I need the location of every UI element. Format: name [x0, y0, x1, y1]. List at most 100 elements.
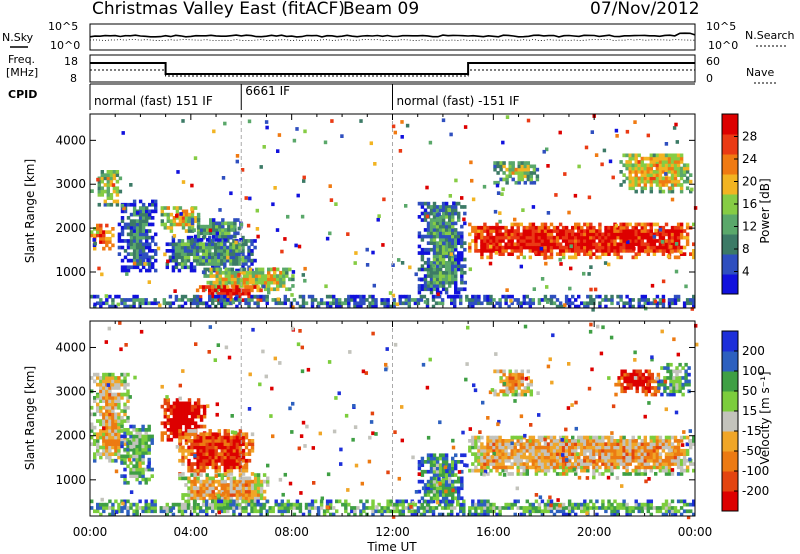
- power-cell: [241, 291, 245, 296]
- velocity-cell: [160, 437, 165, 442]
- velocity-cell: [595, 512, 599, 517]
- power-cell: [359, 304, 363, 309]
- velocity-cell: [601, 499, 605, 504]
- power-cell: [432, 247, 437, 252]
- velocity-cell: [163, 421, 168, 426]
- power-cell: [679, 156, 684, 161]
- velocity-cell: [528, 448, 533, 453]
- power-cell: [184, 216, 189, 220]
- power-cell: [498, 252, 502, 256]
- velocity-cell: [175, 411, 180, 416]
- power-cell: [206, 228, 210, 232]
- power-cell: [432, 261, 437, 265]
- velocity-cell: [226, 506, 230, 510]
- velocity-cell: [564, 455, 569, 460]
- power-cell: [558, 232, 563, 237]
- velocity-cell: [483, 445, 487, 450]
- power-cell: [604, 245, 608, 250]
- power-cell: [652, 242, 657, 247]
- velocity-cell: [432, 453, 437, 458]
- power-cell: [163, 206, 168, 210]
- power-cell: [655, 301, 660, 306]
- velocity-cell: [247, 502, 251, 507]
- velocity-cell: [256, 502, 260, 507]
- velocity-cell: [192, 506, 197, 510]
- velocity-cell: [111, 439, 115, 443]
- velocity-cell: [365, 499, 369, 504]
- power-cell: [664, 183, 669, 187]
- noise-panel: N.Sky 10^5 10^0 10^5 10^0 N.Search: [2, 20, 795, 52]
- power-cell: [263, 280, 268, 285]
- velocity-cell: [628, 512, 632, 517]
- power-cell: [227, 224, 231, 229]
- power-cell: [181, 219, 186, 223]
- power-cell: [206, 238, 210, 242]
- power-cell: [444, 264, 449, 268]
- velocity-cell: [631, 509, 635, 514]
- velocity-cell: [99, 455, 103, 460]
- velocity-cell: [425, 509, 430, 514]
- power-cell: [661, 245, 666, 250]
- velocity-cell: [184, 476, 188, 481]
- power-cell: [468, 298, 472, 302]
- velocity-cell: [144, 434, 148, 439]
- velocity-cell: [359, 509, 363, 514]
- power-cell: [441, 280, 446, 285]
- power-cell: [90, 294, 94, 299]
- velocity-cell: [555, 442, 560, 447]
- power-cell: [218, 267, 223, 272]
- power-cell: [417, 277, 422, 282]
- velocity-cell: [211, 442, 215, 447]
- power-cell: [510, 249, 514, 253]
- velocity-cell: [564, 506, 569, 510]
- velocity-cell: [201, 509, 206, 514]
- power-cell: [180, 258, 185, 263]
- power-cell: [577, 235, 581, 240]
- power-cell: [232, 252, 236, 256]
- velocity-cell: [250, 486, 255, 491]
- power-cell: [235, 268, 239, 273]
- velocity-cell: [244, 479, 249, 484]
- power-cell: [398, 294, 402, 299]
- power-cell: [223, 249, 227, 253]
- velocity-cell: [123, 376, 127, 380]
- power-cell: [592, 242, 596, 247]
- power-cell: [147, 301, 151, 306]
- power-cell: [228, 252, 233, 257]
- velocity-cell: [229, 506, 233, 510]
- power-cell: [285, 267, 289, 272]
- velocity-cell: [483, 506, 487, 510]
- power-cell: [247, 249, 251, 253]
- velocity-cell: [162, 509, 167, 514]
- velocity-cell: [129, 506, 133, 510]
- power-cell: [532, 180, 537, 185]
- power-cell: [274, 301, 278, 306]
- power-cell: [135, 242, 140, 247]
- velocity-cell: [99, 379, 103, 384]
- power-cell: [534, 235, 539, 240]
- power-cell: [454, 290, 458, 295]
- power-cell: [640, 166, 645, 171]
- power-cell: [256, 304, 260, 309]
- velocity-cell: [420, 479, 425, 484]
- power-cell: [115, 186, 120, 191]
- power-cell: [292, 138, 297, 143]
- power-cell: [471, 225, 475, 230]
- power-cell: [347, 298, 351, 302]
- power-cell: [256, 288, 260, 293]
- power-cell: [592, 232, 596, 237]
- velocity-cell: [392, 502, 396, 507]
- power-cell: [448, 194, 453, 198]
- velocity-cell: [474, 458, 478, 463]
- velocity-cell: [522, 455, 527, 460]
- velocity-cell: [510, 439, 514, 443]
- power-cell: [132, 245, 137, 250]
- power-cell: [109, 179, 114, 184]
- velocity-cell: [99, 386, 103, 390]
- power-cell: [310, 294, 315, 299]
- velocity-cell: [444, 453, 449, 458]
- velocity-cell: [480, 468, 484, 473]
- power-cell: [474, 294, 478, 299]
- velocity-cell: [190, 442, 194, 447]
- power-cell: [451, 215, 455, 219]
